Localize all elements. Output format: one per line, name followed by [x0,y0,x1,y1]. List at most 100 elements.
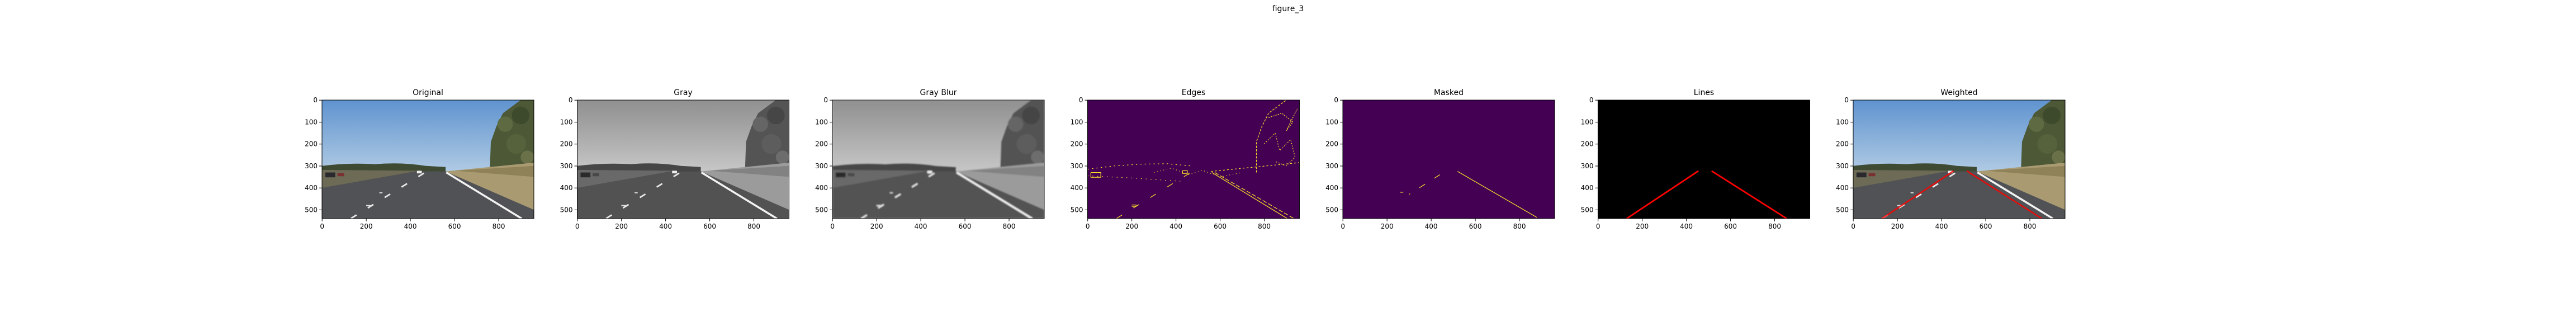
subplot: Original 0 200 400 600 800 0 100 200 300 400 500 [305,88,534,230]
x-tick-label: 600 [959,222,972,230]
y-tick-label: 200 [560,140,573,148]
image [322,100,534,219]
axes-frame [1598,100,1810,219]
subplot: Edges 0 200 400 600 800 0 100 200 300 400 500 [1071,88,1300,230]
y-tick-label: 500 [1836,206,1849,214]
y-tick-label: 500 [1071,206,1083,214]
x-tick-label: 400 [1169,222,1182,230]
x-tick-label: 200 [360,222,373,230]
y-tick-label: 0 [823,96,828,104]
x-tick-label: 0 [1341,222,1345,230]
y-tick-label: 100 [560,118,573,126]
y-tick-label: 400 [1836,184,1849,192]
x-tick-label: 0 [1086,222,1090,230]
y-tick-label: 200 [1325,140,1338,148]
y-tick-label: 100 [1836,118,1849,126]
x-tick-label: 800 [2024,222,2037,230]
y-tick-label: 0 [1844,96,1849,104]
subplot: Gray Blur 0 200 400 600 800 0 100 200 300 400 500 [815,88,1045,230]
image-content [832,100,1044,219]
axes-frame [1342,100,1555,219]
y-tick-label: 300 [1071,162,1083,170]
y-tick-label: 300 [1836,162,1849,170]
image-content [1087,100,1300,219]
x-tick-label: 200 [615,222,628,230]
y-tick-label: 300 [560,162,573,170]
x-tick-label: 800 [1768,222,1781,230]
y-tick-label: 300 [1581,162,1594,170]
x-tick-label: 400 [1425,222,1438,230]
y-tick-label: 500 [305,206,318,214]
subplot: Weighted 0 200 400 600 800 0 100 200 300 400 500 [1836,88,2066,230]
x-tick-label: 0 [320,222,324,230]
subplot-title: Weighted [1940,88,1977,97]
y-tick-label: 400 [1071,184,1083,192]
axes-frame [577,100,789,219]
y-tick-label: 0 [313,96,318,104]
y-tick-label: 300 [1325,162,1338,170]
y-tick-label: 400 [1581,184,1594,192]
y-tick-label: 400 [1325,184,1338,192]
x-tick-label: 800 [1003,222,1016,230]
image-content [1343,100,1555,219]
x-tick-label: 600 [1214,222,1227,230]
axes-frame [1853,100,2066,219]
x-tick-label: 0 [1851,222,1855,230]
image [1087,100,1300,219]
y-tick-label: 100 [1581,118,1594,126]
x-tick-label: 200 [1381,222,1394,230]
x-tick-label: 600 [1724,222,1737,230]
x-tick-label: 800 [747,222,760,230]
y-tick-label: 100 [1325,118,1338,126]
image [577,100,789,219]
image-content [322,100,534,219]
image [1343,100,1555,219]
y-tick-label: 500 [1581,206,1594,214]
x-tick-label: 0 [830,222,835,230]
image [832,100,1044,219]
y-tick-label: 0 [1079,96,1083,104]
x-tick-label: 800 [1513,222,1526,230]
subplot-title: Lines [1694,88,1714,97]
x-tick-label: 200 [1125,222,1138,230]
y-tick-label: 400 [560,184,573,192]
x-tick-label: 600 [1469,222,1482,230]
y-tick-label: 400 [815,184,828,192]
x-tick-label: 400 [1935,222,1948,230]
y-tick-label: 300 [815,162,828,170]
x-tick-label: 800 [493,222,505,230]
y-tick-label: 100 [815,118,828,126]
y-tick-label: 400 [305,184,318,192]
subplot: Masked 0 200 400 600 800 0 100 200 300 400 500 [1325,88,1555,230]
x-tick-label: 400 [915,222,927,230]
axes-frame [1087,100,1300,219]
x-tick-label: 800 [1258,222,1271,230]
y-tick-label: 200 [815,140,828,148]
subplot-title: Edges [1182,88,1206,97]
image [1853,100,2065,219]
x-tick-label: 0 [575,222,580,230]
y-tick-label: 0 [1589,96,1594,104]
x-tick-label: 400 [659,222,672,230]
image-content [1853,100,2065,219]
image-content [577,100,789,219]
y-tick-label: 500 [815,206,828,214]
y-tick-label: 100 [305,118,318,126]
y-tick-label: 200 [1071,140,1083,148]
y-tick-label: 500 [560,206,573,214]
y-tick-label: 200 [305,140,318,148]
x-tick-label: 600 [448,222,461,230]
x-tick-label: 400 [404,222,417,230]
axes-frame [832,100,1045,219]
y-tick-label: 0 [1334,96,1338,104]
subplot: Lines 0 200 400 600 800 0 100 200 300 400 500 [1581,88,1810,230]
subplot: Gray 0 200 400 600 800 0 100 200 300 400 500 [560,88,789,230]
subplot-title: Gray [674,88,692,97]
image-content [1598,100,1810,219]
x-tick-label: 200 [870,222,883,230]
y-tick-label: 200 [1836,140,1849,148]
subplot-title: Gray Blur [920,88,956,97]
x-tick-label: 400 [1680,222,1693,230]
